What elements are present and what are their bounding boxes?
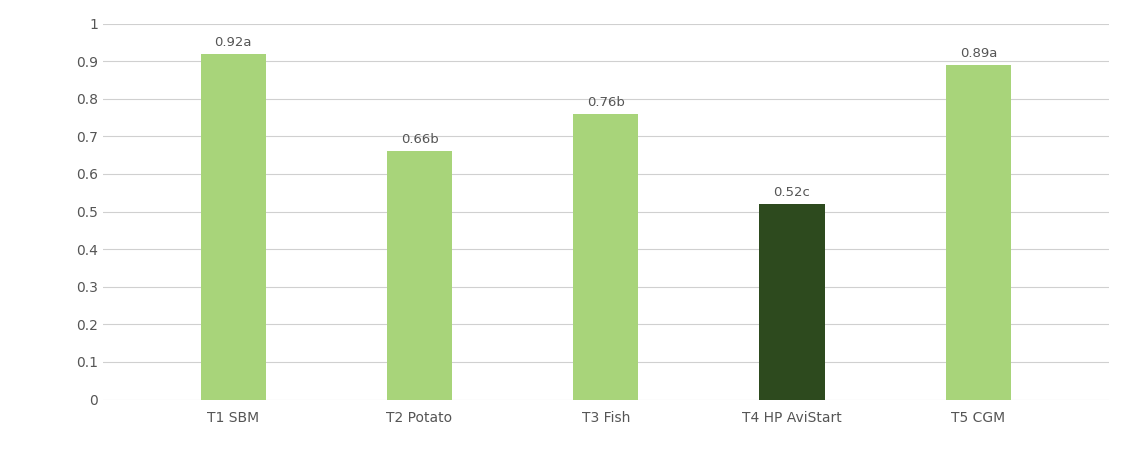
Bar <box>201 54 266 400</box>
Bar <box>387 151 453 400</box>
Bar <box>945 65 1010 400</box>
Text: 0.52c: 0.52c <box>774 186 810 199</box>
Bar <box>573 114 639 400</box>
Text: 0.92a: 0.92a <box>215 36 251 49</box>
Bar <box>759 204 824 400</box>
Text: 0.76b: 0.76b <box>586 96 625 109</box>
Text: 0.66b: 0.66b <box>401 133 439 147</box>
Text: 0.89a: 0.89a <box>960 47 997 60</box>
